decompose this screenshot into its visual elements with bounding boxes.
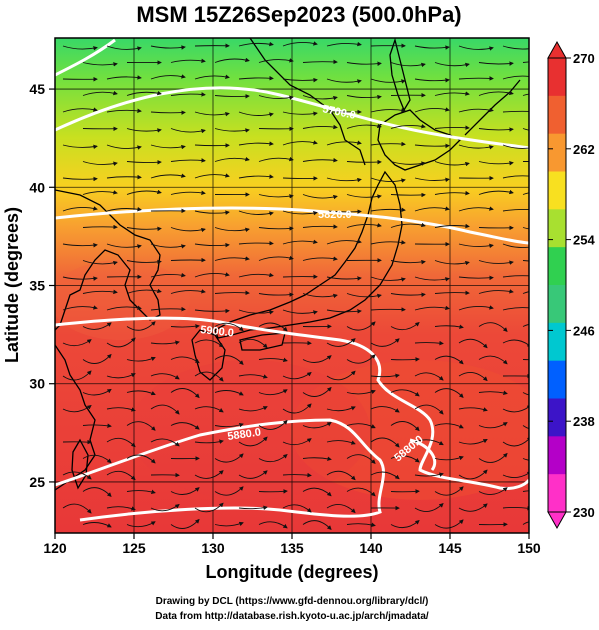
colorbar-tick-label: 254 <box>573 233 595 248</box>
streamline <box>283 343 311 344</box>
credit-data: Data from http://database.rish.kyoto-u.a… <box>155 611 429 622</box>
y-tick-label: 25 <box>29 474 45 490</box>
colorbar-segment <box>548 172 566 210</box>
colorbar-segment <box>548 436 566 474</box>
x-tick-label: 125 <box>122 540 146 556</box>
colorbar-tick-label: 270 <box>573 51 595 66</box>
contour-label: 5820.0 <box>318 209 352 221</box>
colorbar-tick-label: 230 <box>573 505 595 520</box>
streamline <box>63 442 91 443</box>
map-title: MSM 15Z26Sep2023 (500.0hPa) <box>136 2 461 27</box>
y-tick-label: 30 <box>29 376 45 392</box>
colorbar-segment <box>548 285 566 323</box>
colorbar-segment <box>548 247 566 285</box>
y-tick-label: 35 <box>29 278 45 294</box>
colorbar-segment <box>548 58 566 96</box>
colorbar-segment <box>548 134 566 172</box>
y-tick-label: 45 <box>29 81 45 97</box>
y-axis-ticks: 25 30 35 40 45 <box>29 81 55 490</box>
credit-drawing: Drawing by DCL (https://www.gfd-dennou.o… <box>156 596 429 607</box>
streamline <box>523 359 551 360</box>
y-tick-label: 40 <box>29 179 45 195</box>
colorbar: 270 262 254 246 238 230 <box>548 42 595 528</box>
warm-region <box>50 260 190 340</box>
colorbar-segment <box>548 209 566 247</box>
x-tick-label: 130 <box>201 540 225 556</box>
colorbar-tick-label: 246 <box>573 323 595 338</box>
x-tick-label: 120 <box>43 540 67 556</box>
streamline <box>151 475 179 476</box>
colorbar-top-arrow <box>548 42 566 58</box>
x-tick-label: 135 <box>280 540 304 556</box>
colorbar-tick-label: 262 <box>573 142 595 157</box>
x-tick-label: 150 <box>517 540 541 556</box>
colorbar-segment <box>548 399 566 437</box>
colorbar-tick-label: 238 <box>573 414 595 429</box>
plot-area <box>50 38 557 533</box>
x-tick-label: 140 <box>359 540 383 556</box>
colorbar-segment <box>548 361 566 399</box>
colorbar-segment <box>548 96 566 134</box>
colorbar-segment <box>548 474 566 512</box>
colorbar-bottom-arrow <box>548 512 566 528</box>
x-tick-label: 145 <box>438 540 462 556</box>
x-axis-ticks: 120 125 130 135 140 145 150 <box>43 533 541 556</box>
x-axis-label: Longitude (degrees) <box>205 562 378 582</box>
y-axis-label: Latitude (degrees) <box>2 207 22 363</box>
colorbar-segment <box>548 323 566 361</box>
streamline <box>283 178 317 179</box>
